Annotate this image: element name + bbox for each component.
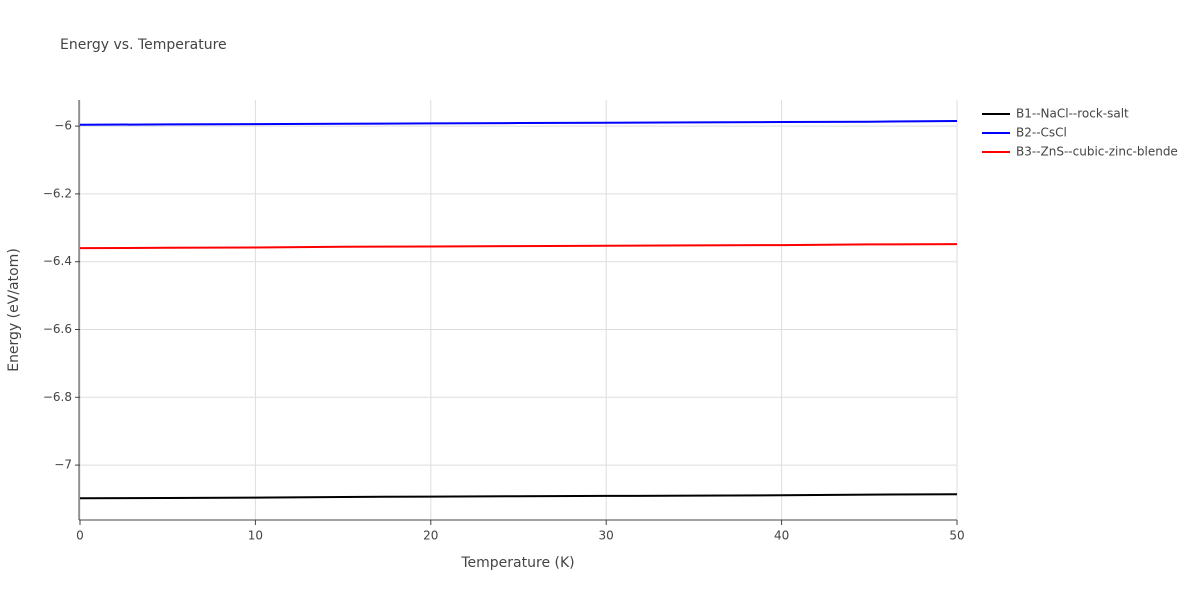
y-tick-label: −6 bbox=[54, 119, 72, 133]
y-tick-label: −6.4 bbox=[43, 254, 72, 268]
y-tick-label: −7 bbox=[54, 458, 72, 472]
legend-label: B1--NaCl--rock-salt bbox=[1016, 107, 1129, 121]
line-series bbox=[79, 243, 958, 250]
x-axis-title: Temperature (K) bbox=[460, 555, 574, 571]
x-tick-label: 40 bbox=[774, 529, 789, 543]
x-tick-label: 20 bbox=[423, 529, 438, 543]
x-tick-label: 10 bbox=[248, 529, 263, 543]
y-tick-label: −6.8 bbox=[43, 390, 72, 404]
x-tick-label: 0 bbox=[76, 529, 84, 543]
legend-label: B3--ZnS--cubic-zinc-blende bbox=[1016, 145, 1178, 159]
chart-title: Energy vs. Temperature bbox=[60, 37, 227, 53]
legend-label: B2--CsCl bbox=[1016, 126, 1067, 140]
x-tick-label: 30 bbox=[599, 529, 614, 543]
y-tick-label: −6.2 bbox=[43, 186, 72, 200]
y-tick-label: −6.6 bbox=[43, 322, 72, 336]
x-tick-label: 50 bbox=[949, 529, 964, 543]
y-axis-title: Energy (eV/atom) bbox=[6, 248, 22, 372]
line-series bbox=[79, 493, 958, 500]
line-series bbox=[79, 120, 958, 126]
